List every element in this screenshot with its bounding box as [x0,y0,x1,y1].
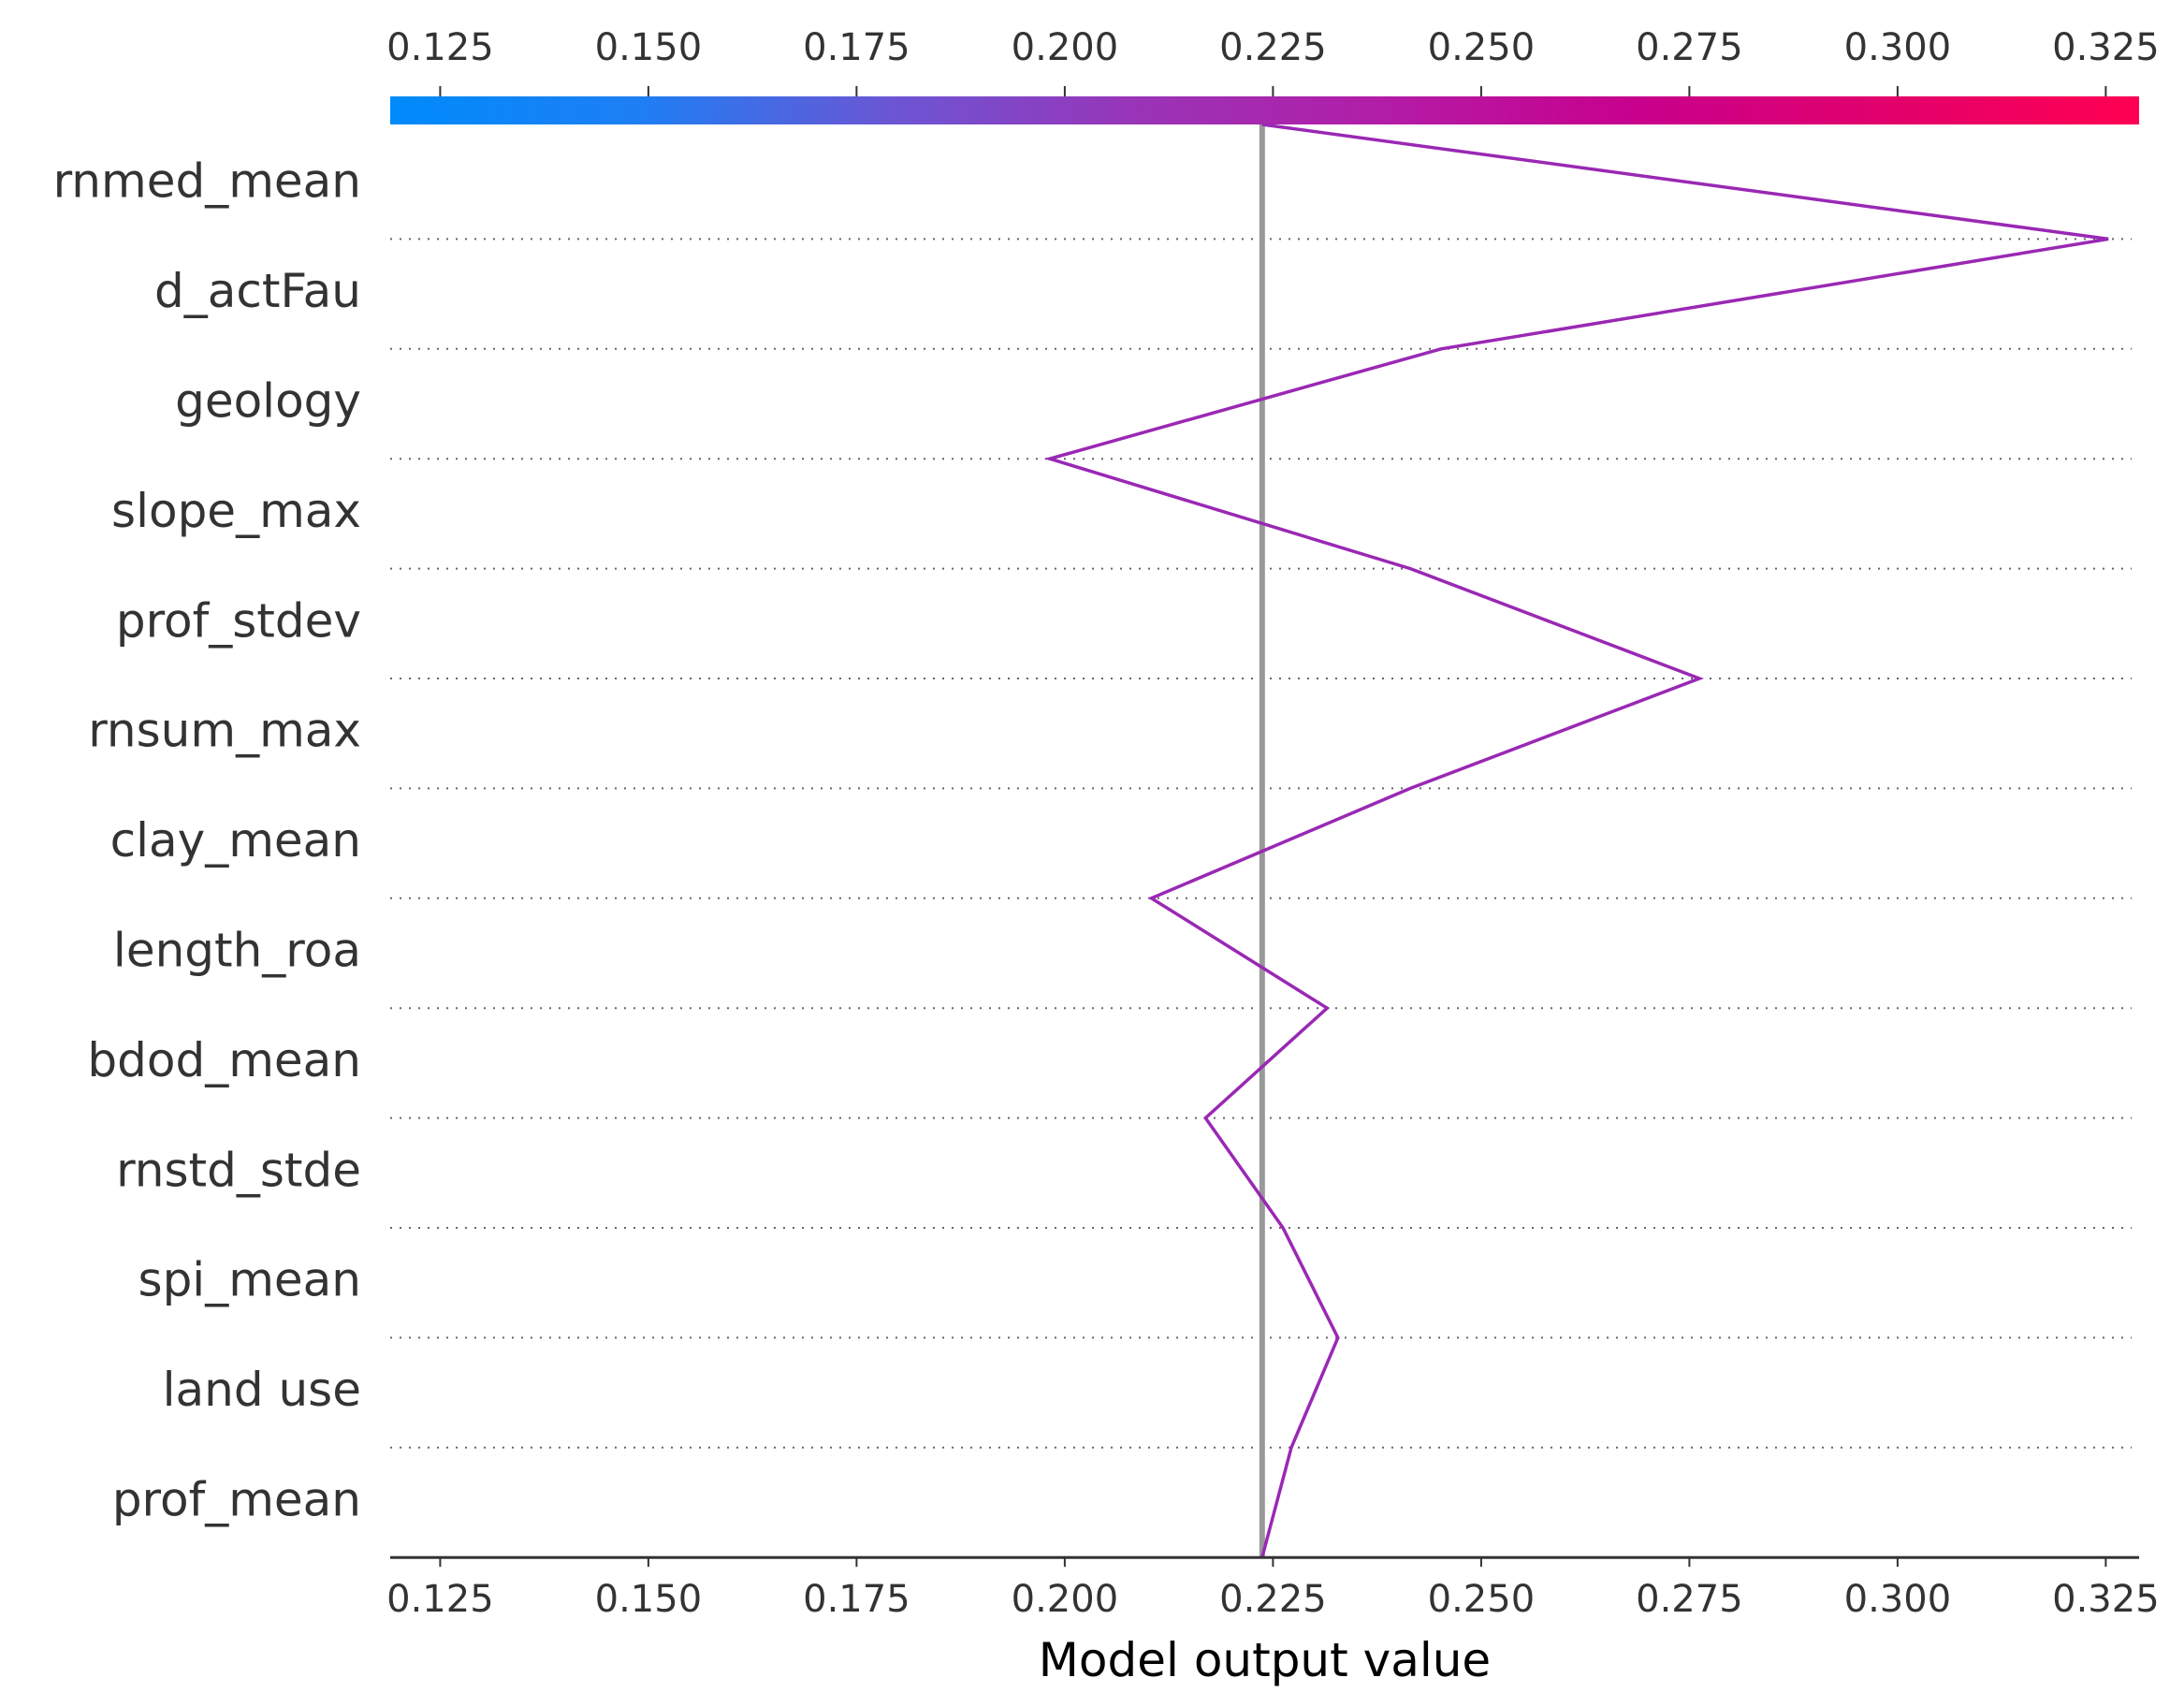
feature-label: prof_mean [112,1473,361,1527]
decision-path [1043,123,2109,1558]
top-axis: 0.125 0.150 0.175 0.200 0.225 0.250 0.275 0.300… [386,26,2160,96]
feature-label: geology [175,374,361,429]
bottom-tick-label: 0.325 [2052,1578,2160,1621]
bottom-tick-label: 0.250 [1428,1578,1536,1621]
feature-label: clay_mean [110,813,361,868]
bottom-axis: 0.125 0.150 0.175 0.200 0.225 0.250 0.275 0.300… [386,1555,2160,1621]
feature-label: prof_stdev [116,593,361,648]
feature-label: bdod_mean [87,1033,361,1087]
feature-label: length_roa [113,924,361,978]
bottom-tick-label: 0.150 [595,1578,703,1621]
colorbar [390,96,2139,124]
feature-label: rnstd_stde [116,1143,361,1197]
bottom-tick-label: 0.300 [1844,1578,1952,1621]
feature-label: d_actFau [154,264,361,318]
feature-label: rnmed_mean [53,154,361,209]
bottom-tick-label: 0.275 [1636,1578,1743,1621]
top-tick-label: 0.125 [386,26,494,69]
top-tick-label: 0.300 [1844,26,1952,69]
top-tick-label: 0.275 [1636,26,1743,69]
bottom-tick-label: 0.200 [1012,1578,1119,1621]
feature-label: rnsum_max [88,704,361,758]
top-tick-label: 0.325 [2052,26,2160,69]
feature-label: slope_max [111,484,361,538]
top-tick-label: 0.200 [1012,26,1119,69]
feature-label: spi_mean [138,1253,361,1307]
top-tick-label: 0.150 [595,26,703,69]
top-tick-label: 0.250 [1428,26,1536,69]
bottom-tick-label: 0.175 [803,1578,910,1621]
x-axis-label: Model output value [1039,1633,1491,1687]
feature-label: land use [163,1363,361,1417]
bottom-tick-label: 0.225 [1219,1578,1327,1621]
top-tick-label: 0.225 [1219,26,1327,69]
top-tick-label: 0.175 [803,26,910,69]
bottom-tick-label: 0.125 [386,1578,494,1621]
